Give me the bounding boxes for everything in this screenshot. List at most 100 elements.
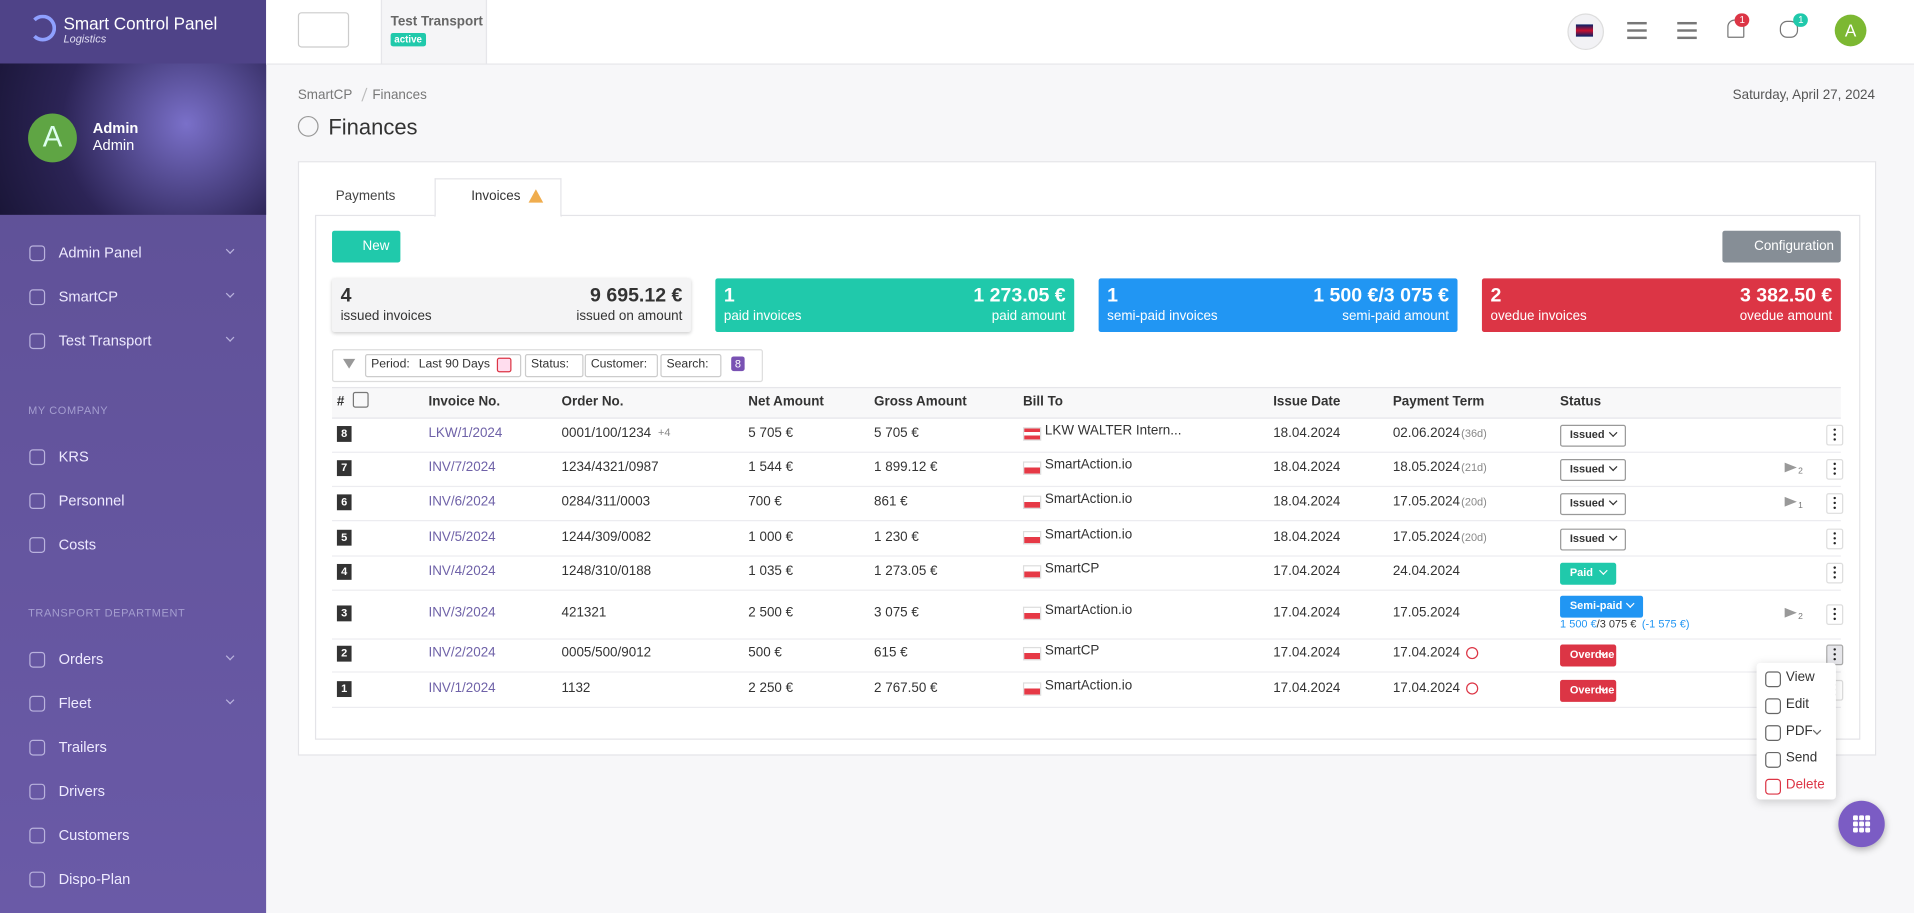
menu-option[interactable]: PDF [1785, 723, 1813, 739]
search-chip[interactable] [660, 354, 722, 378]
row-divider [332, 589, 1841, 591]
breadcrumb-link[interactable]: SmartCP [297, 87, 353, 103]
payment-term: 17.05.2024 [1392, 605, 1461, 621]
apps-button[interactable] [1838, 800, 1885, 848]
bill-to[interactable]: SmartCP [1044, 643, 1100, 658]
menu-item[interactable]: Customers [58, 826, 130, 844]
menu-item[interactable]: KRS [58, 447, 89, 466]
summary-amount: 1 500 €/3 075 € [1313, 285, 1449, 307]
summary-label: paid invoices [723, 308, 802, 324]
invoice-link[interactable]: INV/4/2024 [428, 563, 496, 579]
row-number: 8 [336, 426, 352, 442]
menu-item[interactable]: Drivers [58, 782, 105, 800]
config-button[interactable] [1722, 230, 1841, 263]
column-header: Net Amount [748, 394, 824, 409]
status-dropdown[interactable] [1560, 493, 1626, 516]
kebab-dot [1833, 612, 1836, 616]
net-amount: 2 500 € [748, 605, 794, 621]
bill-to[interactable]: SmartAction.io [1044, 491, 1133, 507]
invoice-link[interactable]: INV/6/2024 [428, 494, 496, 510]
menu-option[interactable]: Edit [1785, 697, 1810, 712]
menu-item[interactable]: Orders [58, 650, 104, 668]
user-avatar[interactable]: A [28, 113, 77, 163]
kebab-dot [1833, 501, 1836, 505]
bill-to[interactable]: LKW WALTER Intern... [1044, 423, 1182, 439]
chevron-icon [225, 245, 235, 254]
icon [29, 827, 46, 844]
invoice-link[interactable]: LKW/1/2024 [428, 426, 503, 441]
top-avatar[interactable]: A [1834, 14, 1867, 47]
kebab-dot [1833, 506, 1836, 510]
customer-chip[interactable] [584, 354, 658, 378]
filter-count: 8 [731, 356, 745, 372]
icon [1765, 751, 1782, 768]
row-divider [332, 706, 1841, 709]
menu-item[interactable]: Fleet [58, 694, 92, 712]
status-dropdown[interactable] [1560, 595, 1644, 618]
bill-to[interactable]: SmartCP [1044, 561, 1100, 577]
gross-amount: 2 767.50 € [874, 681, 938, 696]
menu-item[interactable]: Trailers [58, 738, 107, 756]
select-all[interactable] [352, 391, 369, 408]
clear-filter[interactable] [496, 357, 512, 373]
apps-dot [1859, 827, 1864, 832]
net-amount: 500 € [748, 645, 782, 661]
issue-date: 17.04.2024 [1273, 681, 1341, 696]
order-no: 0001/100/1234 [561, 426, 652, 441]
status-dropdown[interactable] [1560, 562, 1617, 585]
order-no: 421321 [561, 605, 607, 621]
invoice-link[interactable]: INV/2/2024 [428, 645, 496, 661]
new-button[interactable] [332, 230, 401, 263]
topbar: Test Transport active 1 1 A [266, 0, 1914, 65]
status-dropdown[interactable] [1560, 644, 1617, 667]
bill-to[interactable]: SmartAction.io [1044, 678, 1133, 694]
menu-item[interactable]: Personnel [58, 491, 125, 510]
bill-to[interactable]: SmartAction.io [1044, 603, 1133, 618]
status-dropdown[interactable] [1560, 458, 1626, 481]
status-label: Paid [1569, 566, 1594, 579]
invoice-link[interactable]: INV/1/2024 [428, 681, 496, 696]
term-days: (36d) [1461, 427, 1487, 440]
menu-option[interactable]: Send [1785, 750, 1818, 766]
menu-item[interactable]: Costs [58, 535, 97, 553]
config-label: Configuration [1754, 239, 1835, 254]
bill-to[interactable]: SmartAction.io [1044, 457, 1133, 473]
language-flag[interactable] [1567, 13, 1604, 51]
invoice-link[interactable]: INV/5/2024 [428, 529, 496, 545]
menu-option[interactable]: Delete [1785, 777, 1825, 793]
flag [1022, 427, 1042, 441]
apps-dot [1859, 821, 1864, 826]
invoice-link[interactable]: INV/7/2024 [428, 460, 496, 475]
tab-panel: New Configuration 4 issued invoices 9 695.12… [314, 214, 1861, 740]
tab[interactable]: Payments [335, 189, 396, 204]
order-no: 0005/500/9012 [561, 645, 652, 661]
payment-term: 17.04.2024 [1392, 681, 1461, 696]
menu-option[interactable]: View [1785, 670, 1815, 685]
icon [1765, 725, 1782, 741]
breadcrumb-current: Finances [372, 87, 427, 103]
users-icon[interactable] [1779, 20, 1799, 38]
kebab-dot [1833, 541, 1836, 545]
column-header: Bill To [1022, 394, 1063, 409]
payment-term: 17.04.2024 [1392, 645, 1461, 661]
status-dropdown[interactable] [1560, 679, 1617, 702]
company-box [380, 0, 488, 64]
invoice-link[interactable]: INV/3/2024 [428, 605, 496, 621]
gross-amount: 5 705 € [874, 426, 919, 441]
period-chip[interactable] [364, 354, 522, 378]
row-number: 6 [336, 494, 352, 511]
status-dropdown[interactable] [1560, 528, 1626, 551]
status-chip[interactable] [524, 354, 584, 378]
tab[interactable]: Invoices [471, 189, 521, 204]
paid-amount: 1 500 € [1560, 617, 1597, 630]
back-button[interactable] [297, 12, 350, 48]
menu-item[interactable]: SmartCP [58, 288, 119, 306]
row-number: 1 [336, 681, 352, 698]
menu-item[interactable]: Dispo-Plan [58, 870, 131, 888]
status-dropdown[interactable] [1560, 424, 1626, 447]
menu-item[interactable]: Test Transport [58, 332, 152, 350]
menu-item[interactable]: Admin Panel [58, 244, 142, 262]
icon [29, 783, 46, 800]
bill-to[interactable]: SmartAction.io [1044, 527, 1133, 542]
overdue-icon [1466, 646, 1479, 660]
